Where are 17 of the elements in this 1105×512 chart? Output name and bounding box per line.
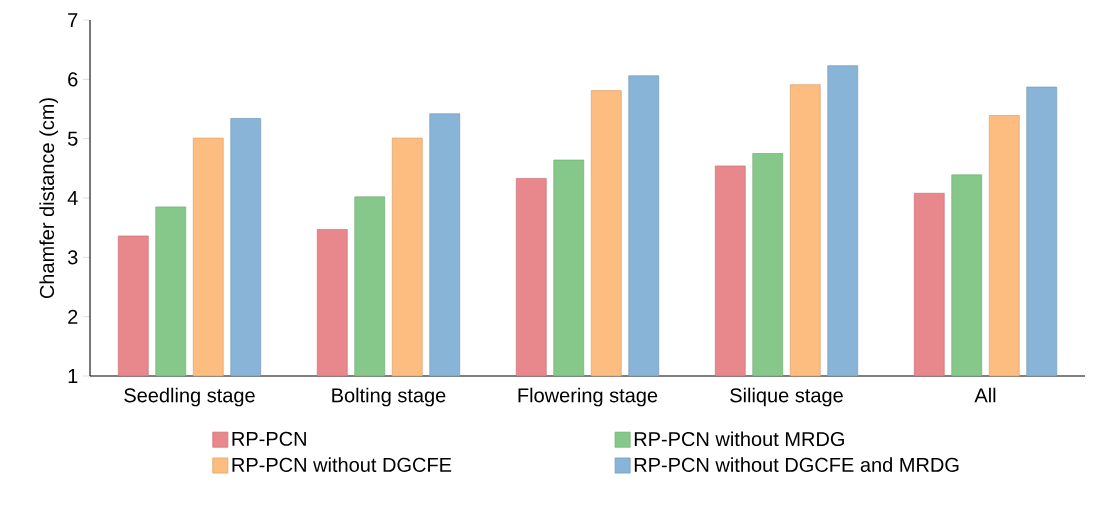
- legend-label: RP-PCN without DGCFE: [232, 457, 452, 472]
- x-tick-label: Flowering stage: [518, 387, 658, 407]
- y-tick-label: 7: [68, 13, 78, 27]
- legend-label: RP-PCN: [232, 431, 306, 446]
- y-tick-label: 5: [67, 131, 78, 146]
- y-tick-label: 4: [67, 191, 78, 205]
- y-tick-label: 3: [67, 250, 78, 265]
- y-tick-label: 6: [68, 72, 78, 87]
- x-tick-label: Silique stage: [730, 387, 843, 407]
- y-tick-label: 2: [68, 309, 78, 324]
- legend-label: RP-PCN without MRDG: [634, 431, 844, 447]
- legend-label: RP-PCN without DGCFE and MRDG: [634, 457, 959, 472]
- x-tick-label: Seedling stage: [124, 387, 255, 407]
- y-tick-label: 1: [68, 369, 78, 383]
- x-tick-label: Bolting stage: [332, 387, 446, 407]
- y-axis-title: Chamfer distance (cm): [39, 98, 59, 299]
- x-tick-label: All: [974, 387, 996, 403]
